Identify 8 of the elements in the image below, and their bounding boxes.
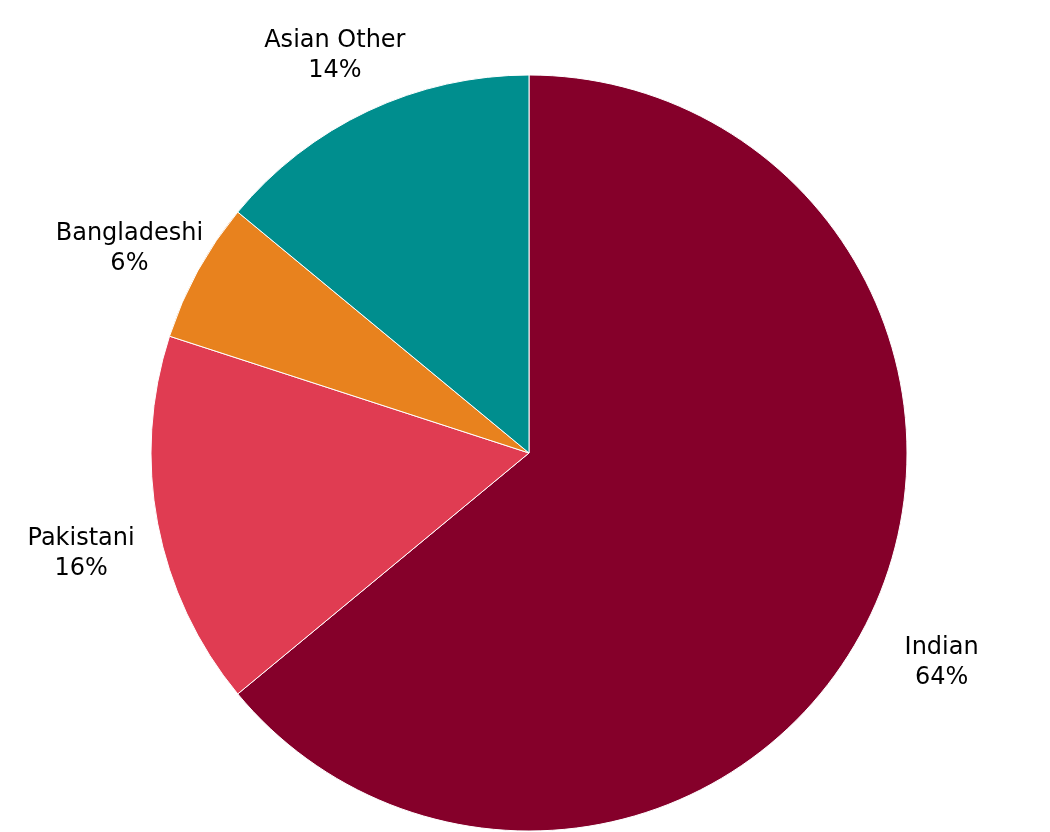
- data-label: 14%: [308, 55, 362, 84]
- data-label: 64%: [914, 662, 969, 691]
- slice-label: Indian: [904, 632, 979, 661]
- slice-label: Asian Other: [264, 25, 406, 54]
- data-label: 16%: [54, 553, 108, 582]
- slice-label: Pakistani: [27, 523, 135, 552]
- slice-label: Bangladeshi: [55, 218, 204, 247]
- data-label: 6%: [110, 248, 149, 277]
